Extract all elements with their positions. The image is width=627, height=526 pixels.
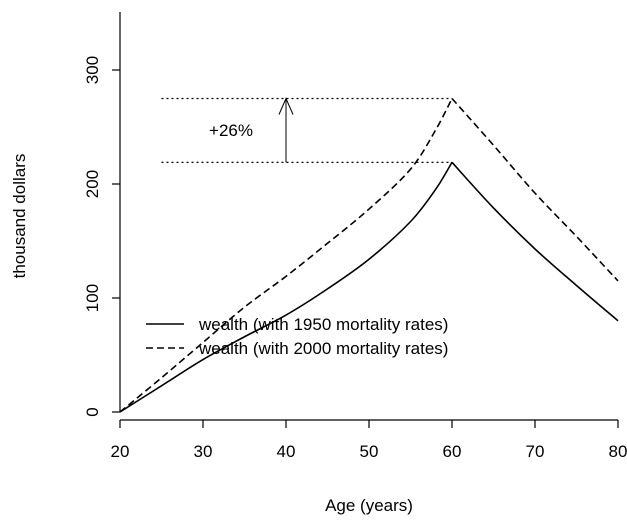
axes: 20 30 40 50 60 70 80 0 100 200 300 xyxy=(83,12,627,461)
series-line-1 xyxy=(119,161,619,413)
x-tick-label-20: 20 xyxy=(111,442,130,461)
x-tick-label-70: 70 xyxy=(526,442,545,461)
annotation-label: +26% xyxy=(209,121,253,140)
x-tick-label-30: 30 xyxy=(194,442,213,461)
y-tick-label-100: 100 xyxy=(83,284,102,312)
x-tick-label-80: 80 xyxy=(609,442,627,461)
x-tick-label-40: 40 xyxy=(277,442,296,461)
legend-label-1: wealth (with 1950 mortality rates) xyxy=(198,315,448,334)
y-tick-label-300: 300 xyxy=(83,56,102,84)
y-tick-label-0: 0 xyxy=(83,407,102,416)
legend-label-2: wealth (with 2000 mortality rates) xyxy=(198,339,448,358)
x-tick-label-50: 50 xyxy=(360,442,379,461)
series-lines xyxy=(119,97,619,413)
reference-lines xyxy=(161,97,452,163)
x-axis-label: Age (years) xyxy=(325,496,413,515)
legend: wealth (with 1950 mortality rates) wealth… xyxy=(146,315,448,358)
series-line-2 xyxy=(119,97,619,413)
y-tick-label-200: 200 xyxy=(83,170,102,198)
y-axis-label: thousand dollars xyxy=(10,154,29,279)
x-tick-label-60: 60 xyxy=(443,442,462,461)
annotation-arrow-head xyxy=(278,97,294,115)
